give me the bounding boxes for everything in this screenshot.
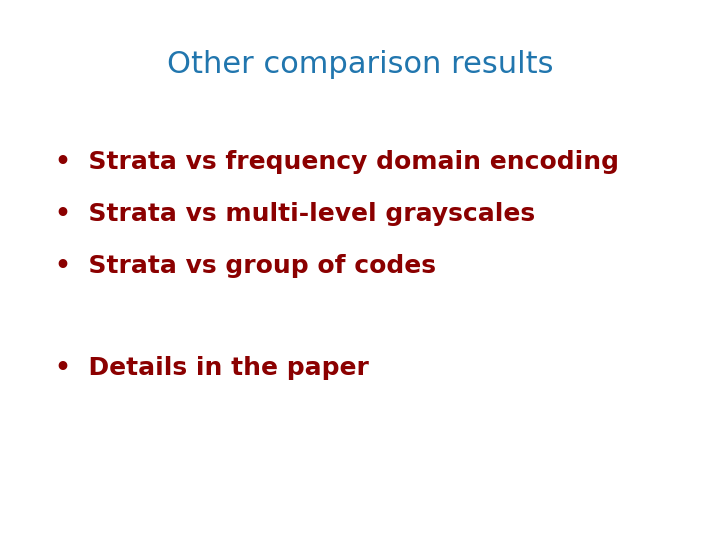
Text: •  Strata vs frequency domain encoding: • Strata vs frequency domain encoding: [55, 150, 619, 174]
Text: •  Strata vs multi-level grayscales: • Strata vs multi-level grayscales: [55, 202, 535, 226]
Text: •  Details in the paper: • Details in the paper: [55, 356, 369, 380]
Text: Other comparison results: Other comparison results: [167, 50, 553, 79]
Text: •  Strata vs group of codes: • Strata vs group of codes: [55, 254, 436, 278]
